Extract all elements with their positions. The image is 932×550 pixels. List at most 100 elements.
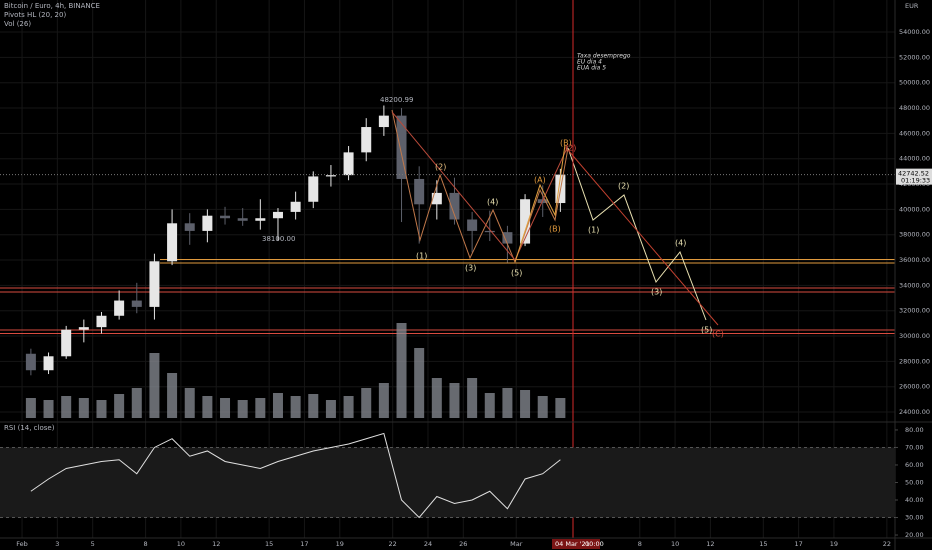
volume-bar xyxy=(502,388,513,418)
wave-label: (B) xyxy=(560,139,572,148)
last-price-box xyxy=(896,168,932,185)
candle-body xyxy=(361,127,372,153)
volume-bar xyxy=(325,400,336,418)
y-tick-label: 52000.00 xyxy=(899,53,930,61)
projection-line xyxy=(567,147,707,321)
projection-line xyxy=(567,149,719,326)
y-tick-label: 30000.00 xyxy=(899,332,930,340)
chart-title: Bitcoin / Euro, 4h, BINANCE xyxy=(4,2,100,10)
x-tick-label: 15 xyxy=(759,540,767,548)
candle-body xyxy=(272,211,283,219)
y-tick-label: 38000.00 xyxy=(899,231,930,239)
y-tick-label: 26000.00 xyxy=(899,383,930,391)
candle-body xyxy=(378,115,389,128)
x-tick-label: Feb xyxy=(16,540,28,548)
candle-body xyxy=(202,215,213,231)
candle-body xyxy=(520,199,531,244)
volume-bar xyxy=(484,393,495,418)
x-tick-label: 22 xyxy=(883,540,891,548)
crosshair-time: 00:00 xyxy=(585,540,604,548)
wave-line xyxy=(391,109,569,264)
x-tick-label: 5 xyxy=(91,540,95,548)
wave-label: (5) xyxy=(511,269,522,278)
volume-bar xyxy=(167,373,178,418)
volume-bar xyxy=(449,383,460,418)
volume-bar xyxy=(272,393,283,418)
candle-body xyxy=(184,223,195,231)
rsi-tick-label: 70.00 xyxy=(905,443,924,451)
rsi-band xyxy=(0,447,895,518)
y-tick-label: 54000.00 xyxy=(899,28,930,36)
candle-body xyxy=(467,219,478,231)
volume-bar xyxy=(290,396,301,418)
rsi-tick-label: 80.00 xyxy=(905,426,924,434)
rsi-tick-label: 20.00 xyxy=(905,531,924,539)
volume-bar xyxy=(255,398,266,418)
x-tick-label: 17 xyxy=(794,540,802,548)
volume xyxy=(25,323,566,418)
x-tick-label: 10 xyxy=(177,540,185,548)
axes: 24000.00 26000.00 28000.00 30000.00 32000.00… xyxy=(16,28,932,548)
candle-body xyxy=(131,300,142,307)
volume-bar xyxy=(520,390,531,418)
crosshair-date: 04 Mar '21 xyxy=(555,540,590,548)
volume-bar xyxy=(78,398,89,418)
note: EU dia 4 xyxy=(577,59,602,66)
volume-bar xyxy=(131,388,142,418)
x-tick-label: 10 xyxy=(671,540,679,548)
volume-bar xyxy=(149,353,160,418)
wave-drawings xyxy=(391,109,719,326)
volume-bar xyxy=(431,378,442,418)
candle-body xyxy=(114,300,125,316)
candles xyxy=(25,105,566,376)
x-tick-label: 26 xyxy=(459,540,467,548)
rsi-label: RSI (14, close) xyxy=(4,424,55,432)
volume-bar xyxy=(237,400,248,418)
candle-body xyxy=(255,218,266,221)
candle-body xyxy=(61,329,72,357)
candle-body xyxy=(290,201,301,212)
last-price-label: 42742.52 xyxy=(898,170,929,178)
x-tick-label: 15 xyxy=(265,540,273,548)
candle-body xyxy=(414,178,425,205)
candle-body xyxy=(167,223,178,262)
volume-bar xyxy=(25,398,36,418)
candle-body xyxy=(449,192,460,220)
wave-line xyxy=(391,111,569,261)
pivot-label: 48200.99 xyxy=(380,96,413,104)
candle-body xyxy=(484,230,495,233)
candle-body xyxy=(343,152,354,176)
wave-label: (A) xyxy=(534,176,546,185)
wave-label: (2) xyxy=(565,144,576,153)
x-tick-label: 12 xyxy=(212,540,220,548)
indicator-label: Vol (26) xyxy=(4,20,31,28)
candle-body xyxy=(502,232,513,244)
y-tick-label: 28000.00 xyxy=(899,357,930,365)
levels xyxy=(0,259,895,334)
wave-label: (1) xyxy=(416,252,427,261)
y-tick-label: 46000.00 xyxy=(899,129,930,137)
wave-label: (2) xyxy=(618,182,629,191)
candle-body xyxy=(25,353,36,371)
y-tick-label: 50000.00 xyxy=(899,79,930,87)
volume-bar xyxy=(343,396,354,418)
wave-label: (C) xyxy=(712,330,724,339)
wave-label: (B) xyxy=(549,225,561,234)
volume-bar xyxy=(202,396,213,418)
x-tick-label: 17 xyxy=(300,540,308,548)
candle-body xyxy=(431,192,442,205)
note: Taxa desemprego xyxy=(577,53,631,60)
volume-bar xyxy=(361,388,372,418)
countdown-label: 01:19:33 xyxy=(901,177,930,185)
volume-bar xyxy=(308,394,319,418)
volume-bar xyxy=(396,323,407,418)
wave-label: (4) xyxy=(487,198,498,207)
rsi-line xyxy=(30,432,561,519)
x-tick-label: Mar xyxy=(510,540,523,548)
note: EUA dia 5 xyxy=(577,65,606,72)
x-tick-label: 8 xyxy=(144,540,148,548)
rsi-tick-label: 60.00 xyxy=(905,461,924,469)
wave-label: (1) xyxy=(588,226,599,235)
crosshair-box xyxy=(552,539,600,549)
x-tick-label: 19 xyxy=(830,540,838,548)
